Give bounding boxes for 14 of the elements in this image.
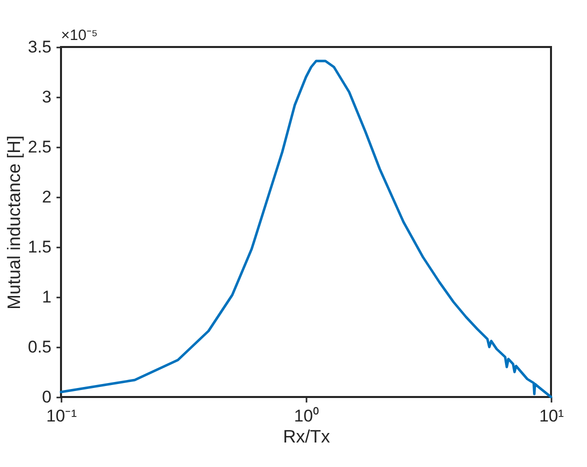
y-tick-label: 3.5 xyxy=(28,38,52,56)
y-tick-label: 1 xyxy=(42,288,52,306)
y-axis-title: Mutual inductance [H] xyxy=(4,135,24,310)
y-tick-label: 0 xyxy=(42,388,52,406)
y-tick-label: 1.5 xyxy=(28,238,52,256)
x-axis-title: Rx/Tx xyxy=(283,426,330,446)
y-tick-label: 2.5 xyxy=(28,138,52,156)
x-tick-label: 10⁰ xyxy=(294,406,319,426)
y-tick-label: 2 xyxy=(42,188,52,206)
x-tick-label: 10⁻¹ xyxy=(46,406,78,426)
y-tick-label: 0.5 xyxy=(28,338,52,356)
text: ×10⁻⁵ xyxy=(61,27,98,44)
x-tick-label: 10¹ xyxy=(539,406,564,426)
y-tick-label: 3 xyxy=(42,88,52,106)
